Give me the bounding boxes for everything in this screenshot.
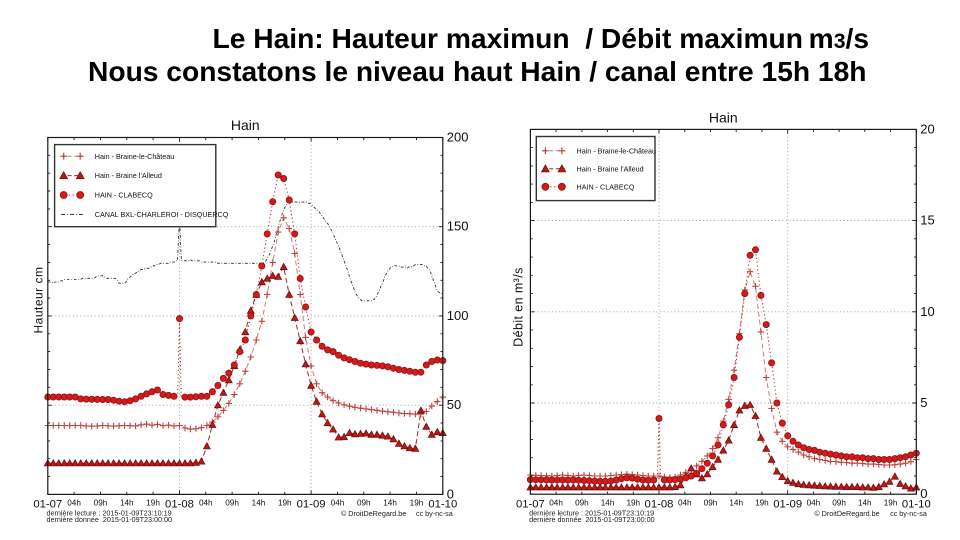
svg-text:19h: 19h (146, 499, 160, 508)
svg-text:04h: 04h (549, 499, 563, 508)
svg-text:0: 0 (447, 486, 454, 501)
svg-text:01-09: 01-09 (297, 499, 326, 511)
svg-text:HAIN - CLABECQ: HAIN - CLABECQ (95, 191, 153, 200)
svg-text:09h: 09h (225, 499, 239, 508)
svg-text:01-10: 01-10 (428, 499, 457, 511)
svg-text:0: 0 (920, 486, 927, 501)
svg-text:dernière donnée 2015-01-09T23: dernière donnée 2015-01-09T23:00:00 (47, 515, 172, 524)
svg-text:Hain - Braine-le-Château: Hain - Braine-le-Château (577, 146, 657, 155)
svg-text:14h: 14h (120, 499, 134, 508)
svg-text:01-07: 01-07 (33, 499, 62, 511)
svg-text:14h: 14h (729, 499, 743, 508)
svg-text:5: 5 (920, 395, 927, 410)
svg-text:Hain - Braine l’Alleud: Hain - Braine l’Alleud (95, 171, 162, 180)
svg-text:04h: 04h (678, 499, 692, 508)
svg-text:09h: 09h (94, 499, 108, 508)
svg-text:14h: 14h (601, 499, 615, 508)
svg-text:© DroitDeRegard.be: © DroitDeRegard.be (814, 509, 879, 518)
svg-text:Débit en m³/s: Débit en m³/s (512, 267, 526, 347)
svg-text:19h: 19h (755, 499, 769, 508)
svg-text:10: 10 (920, 304, 934, 319)
svg-text:dernière donnée 2015-01-09T23: dernière donnée 2015-01-09T23:00:00 (529, 515, 654, 524)
svg-text:HAIN - CLABECQ: HAIN - CLABECQ (577, 182, 635, 191)
svg-text:dernière lecture : 2015-01-09T: dernière lecture : 2015-01-09T23:10:19 (529, 509, 654, 518)
svg-text:200: 200 (447, 130, 469, 145)
svg-text:09h: 09h (832, 499, 846, 508)
svg-text:© DroitDeRegard.be: © DroitDeRegard.be (341, 509, 406, 518)
svg-text:Hain: Hain (709, 110, 738, 126)
svg-text:14h: 14h (858, 499, 872, 508)
svg-text:19h: 19h (278, 499, 292, 508)
svg-text:19h: 19h (626, 499, 640, 508)
svg-text:cc by-nc-sa: cc by-nc-sa (416, 509, 453, 518)
svg-text:20: 20 (920, 121, 934, 136)
svg-text:50: 50 (447, 397, 461, 412)
svg-text:01-08: 01-08 (165, 499, 194, 511)
svg-text:cc by-nc-sa: cc by-nc-sa (890, 509, 927, 518)
svg-text:100: 100 (447, 308, 469, 323)
svg-text:09h: 09h (357, 499, 371, 508)
svg-text:15: 15 (920, 213, 934, 228)
svg-text:09h: 09h (704, 499, 718, 508)
svg-text:09h: 09h (575, 499, 589, 508)
svg-text:04h: 04h (199, 499, 213, 508)
svg-text:04h: 04h (67, 499, 81, 508)
svg-text:14h: 14h (383, 499, 397, 508)
svg-text:150: 150 (447, 219, 469, 234)
svg-text:Hain: Hain (231, 117, 260, 133)
svg-text:dernière lecture : 2015-01-09T: dernière lecture : 2015-01-09T23:10:19 (47, 509, 172, 518)
svg-text:01-10: 01-10 (902, 499, 931, 511)
svg-text:Hauteur cm: Hauteur cm (32, 266, 46, 333)
svg-text:04h: 04h (807, 499, 821, 508)
svg-text:Hain - Braine-le-Château: Hain - Braine-le-Château (95, 152, 175, 161)
svg-text:19h: 19h (410, 499, 424, 508)
svg-text:01-08: 01-08 (645, 499, 674, 511)
svg-text:CANAL BXL-CHARLEROI - DISQUERC: CANAL BXL-CHARLEROI - DISQUERCQ (95, 210, 229, 219)
svg-text:Hain - Braine l’Alleud: Hain - Braine l’Alleud (577, 164, 644, 173)
svg-text:01-07: 01-07 (516, 499, 545, 511)
svg-text:04h: 04h (331, 499, 345, 508)
svg-text:14h: 14h (252, 499, 266, 508)
svg-text:01-09: 01-09 (773, 499, 802, 511)
svg-text:19h: 19h (884, 499, 898, 508)
